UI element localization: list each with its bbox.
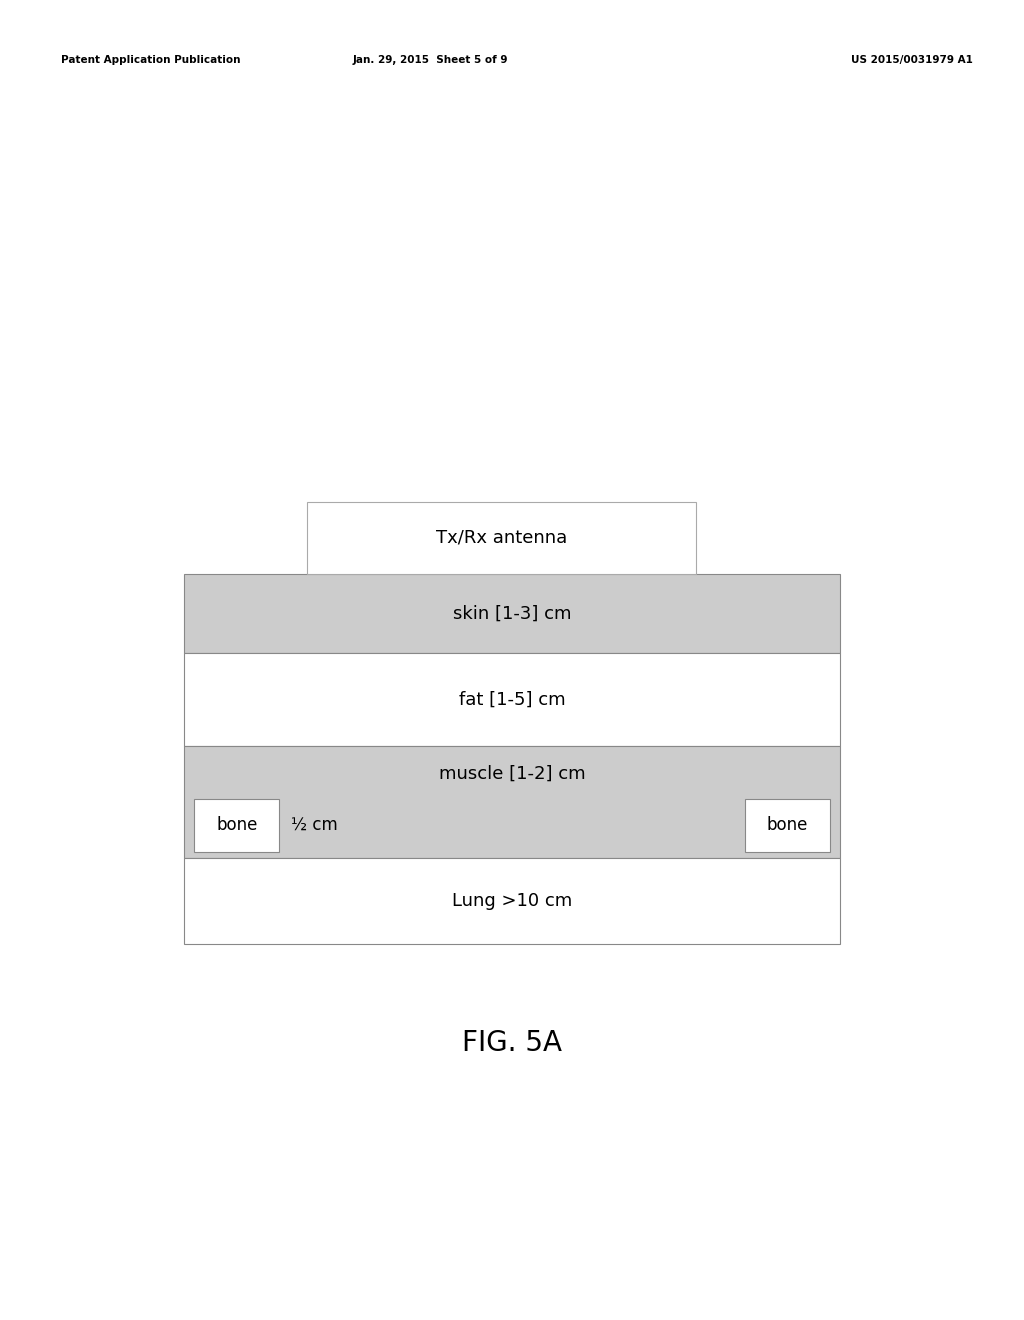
Bar [184, 746, 840, 858]
Text: bone: bone [767, 817, 808, 834]
Bar [744, 799, 829, 853]
Bar [184, 574, 840, 653]
Text: skin [1-3] cm: skin [1-3] cm [453, 605, 571, 623]
Text: Tx/Rx antenna: Tx/Rx antenna [436, 529, 567, 546]
Text: Patent Application Publication: Patent Application Publication [61, 55, 241, 66]
Bar [184, 858, 840, 944]
Bar [195, 799, 280, 853]
Text: Lung >10 cm: Lung >10 cm [452, 892, 572, 909]
Bar [307, 502, 696, 574]
Text: FIG. 5A: FIG. 5A [462, 1028, 562, 1057]
Text: fat [1-5] cm: fat [1-5] cm [459, 690, 565, 709]
Bar [184, 653, 840, 746]
Text: ½ cm: ½ cm [291, 817, 338, 834]
Text: muscle [1-2] cm: muscle [1-2] cm [438, 764, 586, 783]
Text: bone: bone [216, 817, 257, 834]
Text: Jan. 29, 2015  Sheet 5 of 9: Jan. 29, 2015 Sheet 5 of 9 [352, 55, 508, 66]
Text: US 2015/0031979 A1: US 2015/0031979 A1 [851, 55, 973, 66]
